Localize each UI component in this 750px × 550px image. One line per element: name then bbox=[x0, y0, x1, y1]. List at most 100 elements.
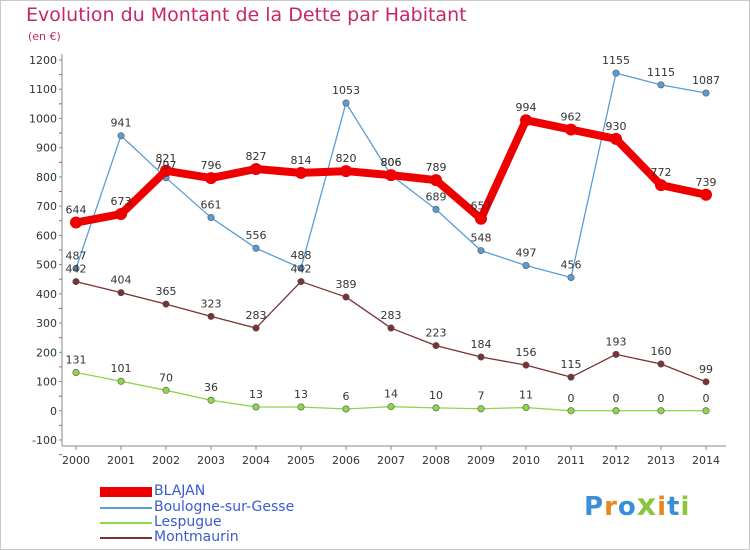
legend-label: BLAJAN bbox=[154, 483, 206, 499]
data-label: 806 bbox=[381, 156, 402, 169]
data-point bbox=[70, 216, 82, 229]
x-tick-label: 2000 bbox=[62, 454, 90, 467]
data-point bbox=[297, 403, 305, 411]
data-label: 487 bbox=[66, 249, 87, 262]
data-label: 941 bbox=[111, 117, 132, 130]
data-point bbox=[205, 172, 217, 185]
data-point bbox=[295, 166, 307, 179]
data-label: 556 bbox=[246, 229, 267, 242]
data-point bbox=[432, 342, 440, 350]
legend-swatch bbox=[100, 507, 152, 509]
data-point bbox=[655, 179, 667, 192]
data-point bbox=[117, 377, 125, 385]
data-label: 131 bbox=[66, 353, 87, 366]
data-point bbox=[387, 324, 395, 332]
data-label: 1053 bbox=[332, 84, 360, 97]
data-point bbox=[430, 174, 442, 187]
data-point bbox=[702, 407, 710, 415]
y-tick-label: -100 bbox=[32, 434, 57, 447]
data-point bbox=[702, 378, 710, 386]
x-tick-label: 2012 bbox=[602, 454, 630, 467]
chart-title: Evolution du Montant de la Dette par Hab… bbox=[26, 4, 467, 26]
data-point bbox=[207, 396, 215, 404]
data-point bbox=[477, 353, 485, 361]
legend-swatch bbox=[100, 537, 152, 539]
data-label: 962 bbox=[561, 111, 582, 124]
data-label: 13 bbox=[249, 388, 263, 401]
data-label: 1155 bbox=[602, 54, 630, 67]
legend-label: Boulogne-sur-Gesse bbox=[154, 499, 295, 515]
data-label: 11 bbox=[519, 389, 533, 402]
data-point bbox=[477, 405, 485, 413]
legend-label: Montmaurin bbox=[154, 529, 239, 545]
data-point bbox=[342, 405, 350, 413]
data-point bbox=[700, 188, 712, 201]
y-tick-label: 700 bbox=[36, 200, 57, 213]
legend-label: Lespugue bbox=[154, 514, 222, 530]
data-label: 797 bbox=[156, 159, 177, 172]
data-label: 156 bbox=[516, 346, 537, 359]
data-label: 6 bbox=[343, 390, 350, 403]
data-point bbox=[297, 264, 305, 272]
data-label: 806 bbox=[381, 156, 402, 169]
x-tick-label: 2001 bbox=[107, 454, 135, 467]
data-label: 14 bbox=[384, 388, 398, 401]
data-label: 796 bbox=[201, 159, 222, 172]
data-point bbox=[565, 123, 577, 136]
proxiti-logo: Proxiti bbox=[584, 488, 691, 523]
data-point bbox=[117, 132, 125, 140]
data-point bbox=[567, 373, 575, 381]
x-tick-label: 2002 bbox=[152, 454, 180, 467]
data-point bbox=[387, 403, 395, 411]
data-label: 821 bbox=[156, 152, 177, 165]
data-label: 36 bbox=[204, 381, 218, 394]
data-label: 930 bbox=[606, 120, 627, 133]
data-point bbox=[432, 205, 440, 213]
data-label: 820 bbox=[336, 152, 357, 165]
y-tick-label: 1100 bbox=[29, 83, 57, 96]
data-point bbox=[522, 261, 530, 269]
data-point bbox=[612, 407, 620, 415]
x-tick-label: 2009 bbox=[467, 454, 495, 467]
data-label: 657 bbox=[471, 200, 492, 213]
x-tick-label: 2014 bbox=[692, 454, 720, 467]
data-label: 0 bbox=[613, 392, 620, 405]
y-tick-label: 300 bbox=[36, 317, 57, 330]
data-label: 1087 bbox=[692, 74, 720, 87]
data-label: 7 bbox=[478, 390, 485, 403]
data-label: 548 bbox=[471, 232, 492, 245]
data-label: 0 bbox=[703, 392, 710, 405]
y-tick-label: 1000 bbox=[29, 112, 57, 125]
data-label: 739 bbox=[696, 176, 717, 189]
data-point bbox=[432, 404, 440, 412]
data-label: 160 bbox=[651, 345, 672, 358]
x-tick-label: 2013 bbox=[647, 454, 675, 467]
x-tick-label: 2003 bbox=[197, 454, 225, 467]
x-tick-label: 2011 bbox=[557, 454, 585, 467]
data-point bbox=[252, 244, 260, 252]
data-point bbox=[475, 212, 487, 225]
data-point bbox=[207, 214, 215, 222]
data-point bbox=[567, 273, 575, 281]
data-point bbox=[72, 368, 80, 376]
data-point bbox=[252, 324, 260, 332]
data-label: 0 bbox=[568, 392, 575, 405]
data-label: 101 bbox=[111, 362, 132, 375]
data-label: 184 bbox=[471, 338, 492, 351]
data-label: 13 bbox=[294, 388, 308, 401]
data-point bbox=[612, 69, 620, 77]
data-point bbox=[342, 293, 350, 301]
data-point bbox=[250, 163, 262, 176]
data-point bbox=[207, 312, 215, 320]
data-point bbox=[520, 114, 532, 127]
data-label: 389 bbox=[336, 278, 357, 291]
data-label: 365 bbox=[156, 285, 177, 298]
data-point bbox=[657, 81, 665, 89]
chart-subtitle: (en €) bbox=[28, 30, 61, 43]
data-label: 115 bbox=[561, 358, 582, 371]
data-point bbox=[522, 404, 530, 412]
y-tick-label: 600 bbox=[36, 229, 57, 242]
data-label: 827 bbox=[246, 150, 267, 163]
data-label: 661 bbox=[201, 199, 222, 212]
data-label: 1115 bbox=[647, 66, 675, 79]
